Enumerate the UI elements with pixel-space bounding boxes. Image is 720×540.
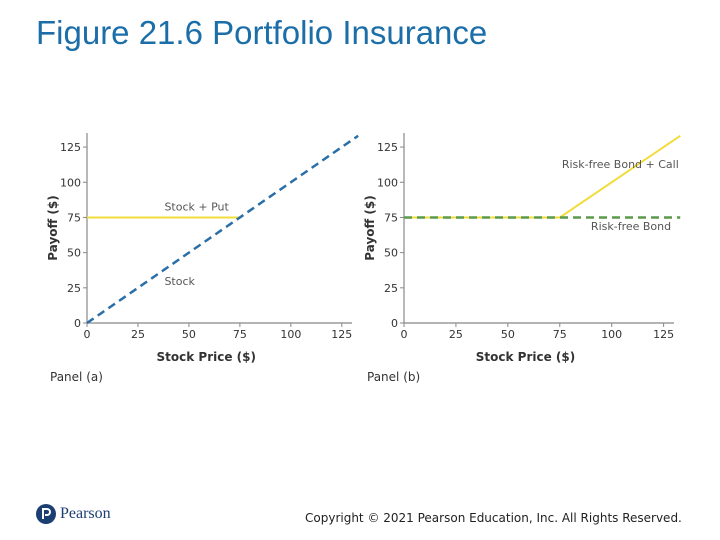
panel-a-x-tick-label: 50 bbox=[182, 328, 196, 341]
panel-b-y-tick-label: 0 bbox=[391, 317, 398, 330]
panel-b-y-tick-label: 125 bbox=[377, 141, 398, 154]
panel-a-annotation: Stock bbox=[164, 275, 195, 288]
panel-a-x-tick-label: 100 bbox=[280, 328, 301, 341]
panel-a-x-tick-label: 0 bbox=[84, 328, 91, 341]
panel-a-y-tick-label: 0 bbox=[74, 317, 81, 330]
panel-b-x-tick-label: 125 bbox=[653, 328, 674, 341]
panel-b-series-risk-free-bond-call bbox=[404, 134, 681, 219]
panel-b-y-tick-label: 25 bbox=[384, 282, 398, 295]
panel-b-label: Panel (b) bbox=[367, 370, 420, 384]
copyright-notice: Copyright © 2021 Pearson Education, Inc.… bbox=[305, 511, 682, 525]
panel-b-annotation: Risk-free Bond + Call bbox=[562, 158, 679, 171]
panel-a-x-tick-label: 125 bbox=[331, 328, 352, 341]
panel-a-y-tick-label: 25 bbox=[67, 282, 81, 295]
panel-a-y-tick-label: 50 bbox=[67, 247, 81, 260]
panel-a-y-tick-label: 75 bbox=[67, 211, 81, 224]
pearson-logo-icon bbox=[36, 504, 56, 524]
pearson-logo-text: Pearson bbox=[60, 505, 111, 522]
panel-a-x-tick-label: 25 bbox=[131, 328, 145, 341]
panel-b-x-tick-label: 0 bbox=[401, 328, 408, 341]
panel-b-y-tick-label: 50 bbox=[384, 247, 398, 260]
panel-b-x-tick-label: 25 bbox=[449, 328, 463, 341]
portfolio-insurance-chart: 0 25 50 75 100 125 0 25 50 75 100 125 Stock Price ($… bbox=[46, 133, 681, 384]
panel-b-x-axis-label: Stock Price ($) bbox=[476, 350, 575, 364]
panel-a-annotation: Stock + Put bbox=[164, 200, 229, 213]
panel-b-y-tick-label: 100 bbox=[377, 176, 398, 189]
panel-a-y-tick-label: 100 bbox=[60, 176, 81, 189]
panel-b-y-tick-label: 75 bbox=[384, 211, 398, 224]
panel-a-series-stock bbox=[86, 134, 359, 325]
pearson-logo: Pearson bbox=[36, 503, 111, 525]
panel-b-x-tick-label: 100 bbox=[601, 328, 622, 341]
panel-b-x-tick-label: 50 bbox=[501, 328, 515, 341]
panel-a-y-tick-label: 125 bbox=[60, 141, 81, 154]
panel-a-x-tick-label: 75 bbox=[233, 328, 247, 341]
page-title: Figure 21.6 Portfolio Insurance bbox=[36, 14, 488, 51]
panel-a-y-axis-label: Payoff ($) bbox=[46, 195, 60, 260]
panel-b-y-axis-label: Payoff ($) bbox=[363, 195, 377, 260]
panel-a-x-axis-label: Stock Price ($) bbox=[157, 350, 256, 364]
panel-b-x-tick-label: 75 bbox=[553, 328, 567, 341]
panel-b-annotation: Risk-free Bond bbox=[591, 220, 671, 233]
panel-a-label: Panel (a) bbox=[50, 370, 103, 384]
